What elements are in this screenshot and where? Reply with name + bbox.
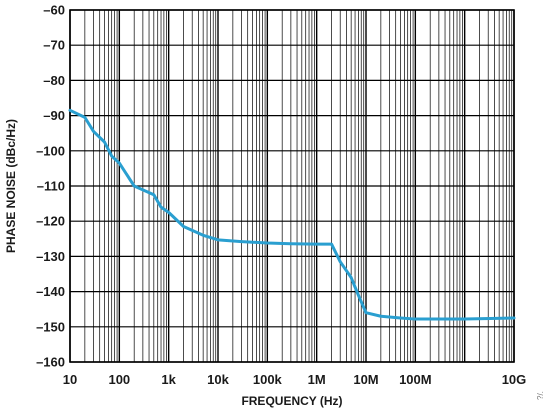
y-tick-label: –160	[36, 355, 65, 370]
plot-frame	[69, 9, 515, 363]
y-tick-label: –110	[37, 179, 65, 194]
x-tick-label: 10M	[353, 372, 378, 387]
y-axis-title: PHASE NOISE (dBc/Hz)	[4, 119, 18, 253]
y-tick-label: –140	[36, 284, 65, 299]
side-mark: ?/.	[536, 391, 545, 400]
x-tick-label: 1M	[308, 372, 326, 387]
y-tick-label: –150	[36, 319, 65, 334]
x-tick-label: 100	[108, 372, 130, 387]
y-tick-label: –80	[43, 73, 65, 88]
x-tick-label: 10k	[207, 372, 229, 387]
x-tick-label: 10G	[502, 372, 527, 387]
y-tick-label: –90	[43, 108, 65, 123]
x-tick-label: 100M	[399, 372, 432, 387]
x-tick-labels: 10 100 1k 10k 100k 1M 10M 100M 10G	[63, 372, 527, 387]
series-layer	[68, 108, 516, 321]
y-tick-label: –60	[43, 3, 65, 18]
x-tick-label: 100k	[253, 372, 283, 387]
x-axis-title: FREQUENCY (Hz)	[241, 394, 342, 408]
series-line	[68, 108, 516, 321]
y-tick-label: –130	[36, 249, 65, 264]
y-tick-label: –70	[43, 38, 65, 53]
y-tick-label: –100	[36, 143, 65, 158]
y-tick-label: –120	[36, 214, 65, 229]
x-tick-label: 10	[63, 372, 77, 387]
x-tick-label: 1k	[161, 372, 176, 387]
y-tick-labels: –60 –70 –80 –90 –100 –110 –120 –130 –140 –150 –160	[36, 3, 65, 370]
